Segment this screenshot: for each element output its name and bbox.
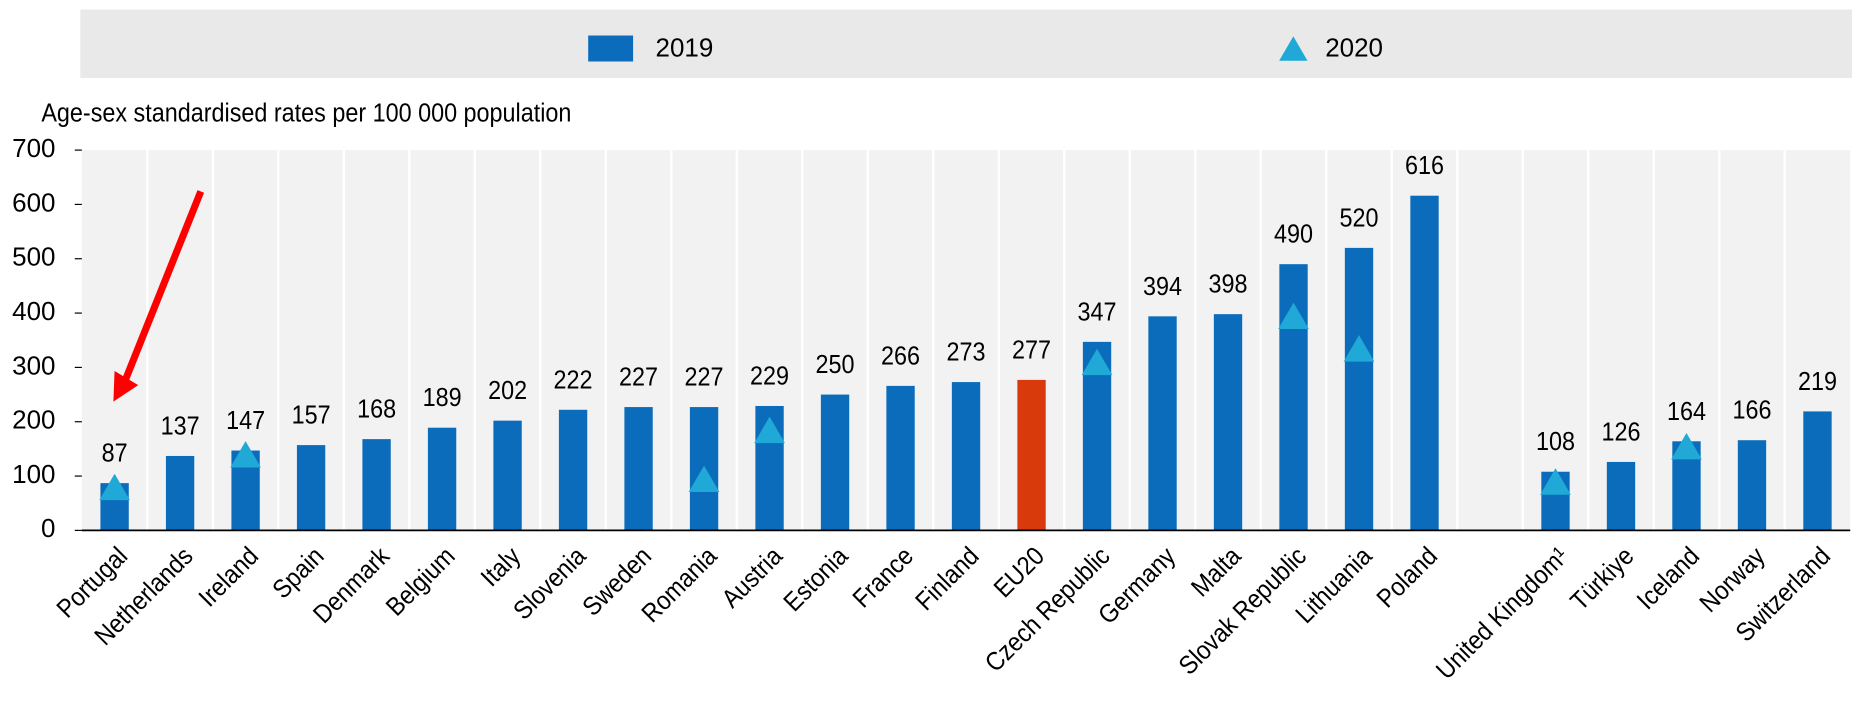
bar bbox=[427, 427, 457, 531]
data-label: 398 bbox=[1209, 271, 1248, 299]
x-tick-label: Estonia bbox=[779, 542, 854, 617]
bar bbox=[1148, 316, 1177, 531]
y-tick-label: 100 bbox=[12, 459, 55, 489]
x-tick-label: United Kingdom¹ bbox=[1431, 542, 1574, 685]
x-tick-label: Poland bbox=[1372, 542, 1444, 614]
bar bbox=[1410, 195, 1439, 531]
bar bbox=[558, 409, 588, 531]
bar bbox=[624, 407, 653, 531]
bar bbox=[1017, 379, 1046, 531]
data-label: 166 bbox=[1732, 397, 1771, 425]
x-tick-label: Finland bbox=[911, 542, 985, 616]
data-label: 157 bbox=[292, 402, 331, 430]
data-label: 490 bbox=[1274, 221, 1313, 249]
legend-swatch bbox=[588, 35, 634, 62]
bar bbox=[493, 420, 522, 531]
bar bbox=[362, 439, 391, 531]
data-label: 164 bbox=[1667, 398, 1706, 426]
marker bbox=[688, 465, 720, 492]
data-label: 87 bbox=[102, 440, 128, 468]
data-label: 520 bbox=[1340, 204, 1379, 232]
x-tick-label: Iceland bbox=[1632, 542, 1705, 615]
bar bbox=[1803, 411, 1832, 531]
data-label: 266 bbox=[881, 342, 920, 370]
data-label: 219 bbox=[1798, 368, 1837, 396]
data-label: 108 bbox=[1536, 428, 1575, 456]
x-tick-label: Italy bbox=[476, 542, 527, 593]
x-tick-label: Ireland bbox=[194, 542, 265, 613]
y-tick-label: 0 bbox=[41, 513, 55, 543]
x-tick-label: Belgium bbox=[381, 542, 461, 622]
marker bbox=[1278, 302, 1309, 329]
marker bbox=[1081, 348, 1113, 376]
y-tick-label: 500 bbox=[12, 242, 55, 272]
legend-swatch bbox=[1279, 36, 1308, 61]
data-label: 137 bbox=[161, 412, 200, 440]
data-label: 147 bbox=[226, 407, 265, 435]
bar bbox=[1737, 440, 1767, 531]
x-tick-label: EU20 bbox=[989, 542, 1050, 603]
legend-background bbox=[80, 9, 1852, 79]
y-axis-label: Age-sex standardised rates per 100 000 p… bbox=[41, 99, 571, 127]
bar bbox=[1344, 247, 1374, 531]
data-label: 126 bbox=[1601, 418, 1640, 446]
x-tick-label: Slovenia bbox=[508, 542, 592, 626]
annotation-arrow bbox=[121, 190, 205, 382]
bar bbox=[886, 385, 915, 531]
bar bbox=[951, 382, 981, 531]
x-tick-label: Spain bbox=[268, 542, 330, 604]
bar bbox=[1606, 461, 1636, 531]
marker bbox=[1343, 335, 1375, 362]
y-tick-label: 700 bbox=[12, 133, 55, 163]
data-label: 273 bbox=[947, 339, 986, 367]
marker bbox=[754, 416, 785, 444]
legend-label: 2020 bbox=[1325, 33, 1383, 63]
data-label: 227 bbox=[619, 364, 658, 392]
marker bbox=[1671, 432, 1702, 460]
data-label: 227 bbox=[685, 364, 724, 392]
x-tick-label: France bbox=[848, 542, 920, 614]
y-tick-label: 200 bbox=[12, 405, 55, 435]
data-label: 189 bbox=[423, 384, 462, 412]
data-label: 222 bbox=[554, 366, 593, 394]
data-label: 616 bbox=[1405, 152, 1444, 180]
legend-label: 2019 bbox=[656, 33, 714, 63]
x-tick-label: Malta bbox=[1186, 542, 1247, 603]
bar bbox=[820, 394, 850, 531]
data-label: 277 bbox=[1012, 336, 1051, 364]
data-label: 394 bbox=[1143, 273, 1182, 301]
marker bbox=[99, 473, 130, 501]
bar bbox=[165, 455, 195, 531]
y-tick-label: 400 bbox=[12, 296, 55, 326]
y-tick-label: 600 bbox=[12, 187, 55, 217]
marker bbox=[1540, 468, 1571, 495]
data-label: 229 bbox=[750, 362, 789, 390]
data-label: 347 bbox=[1078, 298, 1117, 326]
data-label: 202 bbox=[488, 377, 527, 405]
data-label: 168 bbox=[357, 396, 396, 424]
marker bbox=[230, 441, 261, 468]
bar bbox=[296, 445, 326, 531]
y-tick-label: 300 bbox=[12, 350, 55, 380]
data-label: 250 bbox=[816, 351, 855, 379]
annotation-arrowhead bbox=[113, 370, 139, 402]
bar bbox=[1213, 314, 1243, 531]
x-tick-label: Austria bbox=[717, 542, 789, 614]
x-tick-label: Türkiye bbox=[1566, 542, 1640, 616]
